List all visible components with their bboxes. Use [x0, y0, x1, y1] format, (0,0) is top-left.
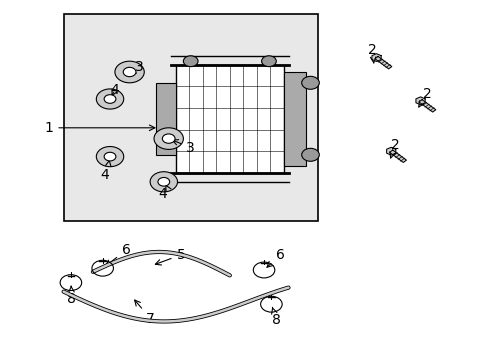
- Text: 3: 3: [172, 140, 195, 154]
- Polygon shape: [415, 97, 424, 105]
- Circle shape: [115, 61, 144, 83]
- Text: 4: 4: [101, 168, 109, 181]
- Text: 6: 6: [266, 248, 284, 267]
- Text: 5: 5: [155, 248, 185, 265]
- Text: 2: 2: [389, 138, 399, 158]
- Text: 8: 8: [271, 307, 280, 327]
- Circle shape: [183, 56, 198, 67]
- Text: 3: 3: [130, 60, 143, 75]
- Circle shape: [104, 95, 116, 103]
- Circle shape: [301, 148, 319, 161]
- Circle shape: [158, 177, 169, 186]
- Text: 1: 1: [44, 121, 155, 135]
- Circle shape: [150, 172, 177, 192]
- Bar: [283, 72, 305, 166]
- Text: 4: 4: [158, 187, 167, 201]
- Polygon shape: [371, 54, 380, 62]
- Text: 2: 2: [418, 87, 430, 107]
- Text: 7: 7: [134, 300, 155, 325]
- Polygon shape: [374, 57, 391, 69]
- Circle shape: [154, 128, 183, 149]
- Circle shape: [96, 147, 123, 167]
- Circle shape: [162, 134, 175, 143]
- FancyBboxPatch shape: [63, 14, 317, 221]
- Text: 4: 4: [110, 83, 119, 97]
- Polygon shape: [418, 100, 435, 112]
- Bar: [176, 65, 283, 173]
- Circle shape: [104, 152, 116, 161]
- Polygon shape: [386, 147, 395, 155]
- Circle shape: [301, 76, 319, 89]
- Circle shape: [123, 67, 136, 77]
- Text: 8: 8: [67, 286, 76, 306]
- Text: 2: 2: [367, 44, 376, 63]
- Bar: [156, 83, 176, 155]
- Circle shape: [261, 56, 276, 67]
- Circle shape: [96, 89, 123, 109]
- Text: 6: 6: [106, 243, 130, 266]
- Polygon shape: [389, 150, 406, 162]
